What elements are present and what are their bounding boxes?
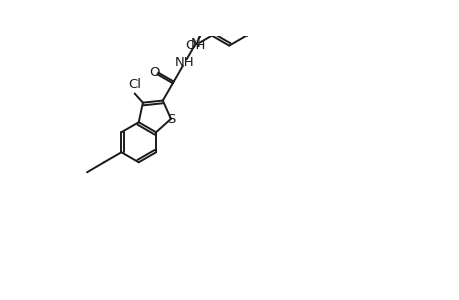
Text: N: N	[190, 37, 200, 50]
Text: NH: NH	[174, 56, 194, 69]
Text: O: O	[149, 66, 159, 79]
Text: Cl: Cl	[128, 78, 141, 91]
Text: OH: OH	[185, 39, 205, 52]
Text: S: S	[167, 113, 175, 126]
